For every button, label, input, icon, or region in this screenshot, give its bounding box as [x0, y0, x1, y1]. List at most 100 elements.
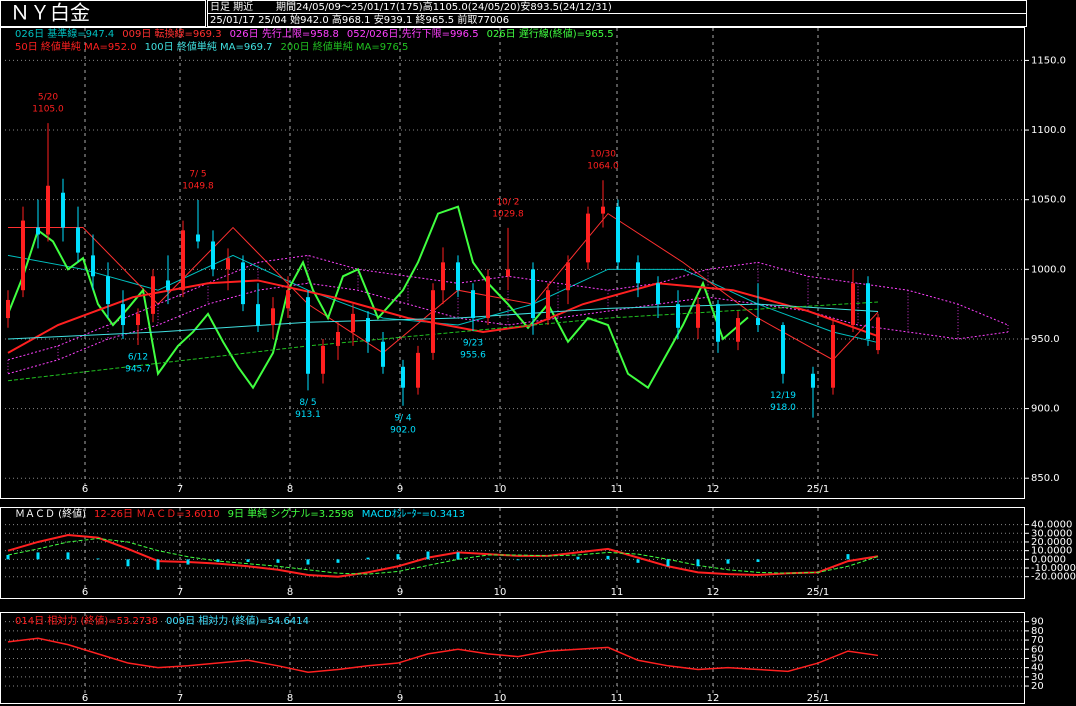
high-date: 5/20 — [38, 93, 58, 103]
legend-entry: 50日 終値単純 MA=952.0 — [15, 40, 137, 53]
histogram-bar — [246, 559, 250, 562]
legend-entry: 026日 遅行線(終値)=965.5 — [487, 27, 614, 40]
y-tick-label: 60 — [1031, 644, 1044, 655]
y-tick-label: -10.0000 — [1031, 563, 1076, 574]
candle-body — [471, 290, 475, 319]
candle-body — [286, 290, 290, 309]
candle-body — [336, 331, 340, 346]
candle-body — [851, 283, 855, 326]
candle-body — [601, 206, 605, 214]
candle-body — [136, 313, 140, 326]
series-line — [7, 537, 879, 575]
histogram-bar — [36, 552, 40, 560]
candle-body — [756, 318, 760, 326]
y-tick-label: 900.0 — [1031, 404, 1060, 415]
y-tick-label: 50 — [1031, 653, 1044, 664]
y-tick-label: 1050.0 — [1031, 195, 1066, 206]
candle-body — [736, 318, 740, 342]
histogram-bar — [276, 559, 280, 563]
candle-body — [831, 325, 835, 388]
y-tick-label: 40 — [1031, 663, 1044, 674]
histogram-bar — [216, 559, 220, 562]
histogram-bar — [96, 558, 100, 560]
candle-body — [636, 262, 640, 284]
title-box — [0, 0, 206, 27]
legend-entry: 100日 終値単純 MA=969.7 — [145, 40, 273, 53]
histogram-bar — [126, 559, 130, 567]
candle-body — [616, 206, 620, 263]
x-tick-label: 8 — [287, 587, 293, 598]
series-line — [7, 637, 879, 673]
x-tick-label: 9 — [397, 587, 403, 598]
candle-body — [271, 308, 275, 326]
legend-entry: 014日 相対力 (終値)=53.2738 — [15, 614, 158, 627]
candle-body — [366, 318, 370, 342]
title: ＮＹ白金 — [10, 1, 90, 25]
histogram-bar — [666, 559, 670, 567]
candle-body — [381, 341, 385, 367]
high-value: 1049.8 — [182, 181, 214, 191]
x-tick-label: 10 — [494, 587, 507, 598]
candle-body — [566, 262, 570, 291]
histogram-bar — [66, 552, 70, 560]
low-date: 6/12 — [128, 352, 148, 362]
histogram-bar — [516, 559, 520, 561]
legend-entry: 9日 単純 シグナル=3.2598 — [228, 507, 354, 520]
candle-body — [121, 304, 125, 326]
histogram-bar — [726, 559, 730, 564]
high-value: 1064.0 — [587, 162, 619, 172]
y-tick-label: 0.0000 — [1031, 554, 1066, 565]
y-tick-label: 10.0000 — [1031, 546, 1072, 557]
x-tick-label: 25/1 — [807, 693, 829, 704]
histogram-bar — [606, 555, 610, 560]
candle-body — [811, 373, 815, 388]
candle-body — [211, 241, 215, 270]
histogram-bar — [696, 559, 700, 567]
x-tick-label: 9 — [397, 484, 403, 495]
candle-body — [431, 290, 435, 353]
high-value: 1105.0 — [32, 105, 64, 115]
panel-frame — [0, 27, 1025, 499]
candle-body — [416, 352, 420, 388]
histogram-bar — [306, 559, 310, 565]
legend-entry: 009日 相対力 (終値)=54.6414 — [166, 614, 309, 627]
candle-body — [401, 366, 405, 388]
x-tick-label: 6 — [82, 587, 88, 598]
candle-body — [151, 276, 155, 314]
x-tick-label: 11 — [611, 693, 624, 704]
series-line — [7, 534, 879, 578]
low-date: 9/ 4 — [394, 413, 412, 423]
candle-body — [106, 276, 110, 305]
candle-body — [546, 290, 550, 319]
candle-body — [36, 227, 40, 235]
candle-body — [181, 230, 185, 291]
low-date: 9/23 — [463, 339, 483, 349]
x-tick-label: 11 — [611, 587, 624, 598]
candle-body — [61, 192, 65, 228]
y-tick-label: 80 — [1031, 626, 1044, 637]
series-line — [7, 282, 1009, 375]
candle-body — [256, 304, 260, 326]
mode: 日足 期近 — [210, 0, 253, 13]
y-tick-label: 30 — [1031, 672, 1044, 683]
histogram-bar — [396, 554, 400, 560]
y-tick-label: 90 — [1031, 617, 1044, 628]
y-tick-label: 1000.0 — [1031, 264, 1066, 275]
histogram-bar — [846, 554, 850, 560]
candle-body — [866, 283, 870, 339]
y-tick-label: 850.0 — [1031, 473, 1060, 484]
low-date: 12/19 — [770, 391, 796, 401]
low-value: 918.0 — [770, 403, 796, 413]
legend-entry: MACDｵｼﾚｰﾀｰ=0.3413 — [362, 508, 465, 520]
histogram-bar — [366, 557, 370, 560]
high-date: 7/ 5 — [189, 169, 206, 179]
legend-entry: 12-26日 ＭＡＣＤ=3.6010 — [94, 509, 220, 520]
panel-frame — [0, 507, 1025, 599]
legend-entry: 026日 基準線=947.4 — [15, 27, 114, 40]
x-tick-label: 12 — [707, 484, 720, 495]
candle-body — [486, 276, 490, 319]
histogram-bar — [456, 552, 460, 560]
histogram-bar — [636, 559, 640, 563]
candle-body — [166, 280, 170, 291]
